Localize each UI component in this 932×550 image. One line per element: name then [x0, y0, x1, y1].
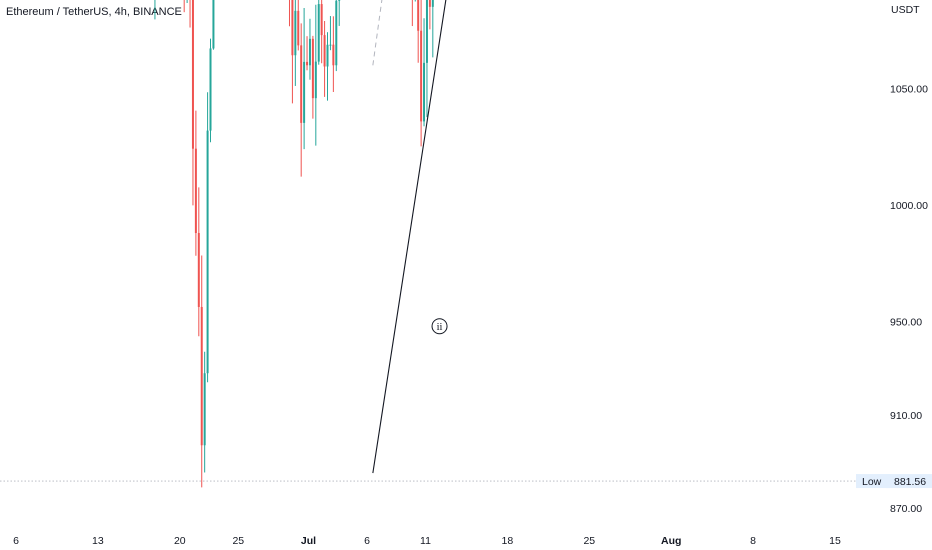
time-tick-label: 25: [232, 535, 244, 547]
low-value: 881.56: [894, 476, 926, 488]
candle-body: [431, 0, 434, 7]
candle-body: [417, 0, 420, 31]
candle-body: [291, 0, 294, 56]
candle-body: [314, 61, 317, 99]
candle-body: [206, 130, 209, 374]
time-tick-label: 25: [583, 535, 595, 547]
price-tick-label: 870.00: [890, 503, 922, 515]
candles: [154, 0, 434, 488]
wave-label: ii: [437, 322, 443, 333]
candle-body: [335, 0, 338, 66]
candle-body: [425, 0, 428, 63]
time-tick-label: Aug: [661, 535, 681, 547]
candle-body: [317, 4, 320, 62]
candle-body: [428, 0, 431, 7]
candle-body: [338, 0, 341, 1]
candle-body: [209, 48, 212, 131]
low-badge-bg: [856, 474, 890, 489]
channel-lower-line: [372, 0, 447, 474]
candle-body: [200, 306, 203, 446]
price-axis: 2100.002070.702002.761880.001800.001700.…: [856, 84, 932, 515]
candle-body: [197, 233, 200, 307]
price-tick-label: 1000.00: [890, 200, 928, 212]
candle-body: [306, 61, 309, 66]
candle-body: [300, 45, 303, 123]
price-tick-label: 950.00: [890, 317, 922, 329]
candle-body: [311, 38, 314, 99]
time-tick-label: 6: [13, 535, 19, 547]
candle-body: [194, 148, 197, 234]
time-tick-label: 13: [92, 535, 104, 547]
candle-body: [420, 30, 423, 122]
candle-body: [323, 35, 326, 67]
price-axis-unit: USDT: [891, 4, 920, 16]
low-label: Low: [862, 476, 882, 488]
candle-body: [303, 61, 306, 123]
time-axis: 6 13 20 25 Jul 6 11 18 25 Aug 8 15: [13, 535, 841, 547]
time-tick-label: 8: [750, 535, 756, 547]
time-tick-label: Jul: [301, 535, 316, 547]
time-tick-label: 18: [502, 535, 514, 547]
time-tick-label: 15: [829, 535, 841, 547]
candle-body: [212, 0, 215, 49]
candle-body: [203, 373, 206, 446]
candle-body: [191, 0, 194, 149]
wave-label-circle: [431, 318, 448, 335]
chart-grid: [0, 480, 884, 482]
time-tick-label: 6: [364, 535, 370, 547]
candle-body: [329, 44, 332, 46]
chart-title: Ethereum / TetherUS, 4h, BINANCE: [6, 6, 182, 18]
candle-body: [294, 10, 297, 56]
candle-body: [297, 10, 300, 46]
candle-body: [332, 44, 335, 66]
candle-body: [423, 62, 426, 122]
time-tick-label: 11: [420, 535, 431, 547]
candle-body: [308, 38, 311, 66]
low-value-bg: [886, 474, 932, 489]
candle-body: [326, 44, 329, 67]
time-tick-label: 20: [174, 535, 186, 547]
candle-body: [320, 4, 323, 36]
trend-channel: [372, 0, 447, 474]
price-tick-label: 910.00: [890, 410, 922, 422]
wave-labels: iiiiiiivv: [431, 318, 448, 335]
price-tick-label: 1050.00: [890, 84, 928, 96]
